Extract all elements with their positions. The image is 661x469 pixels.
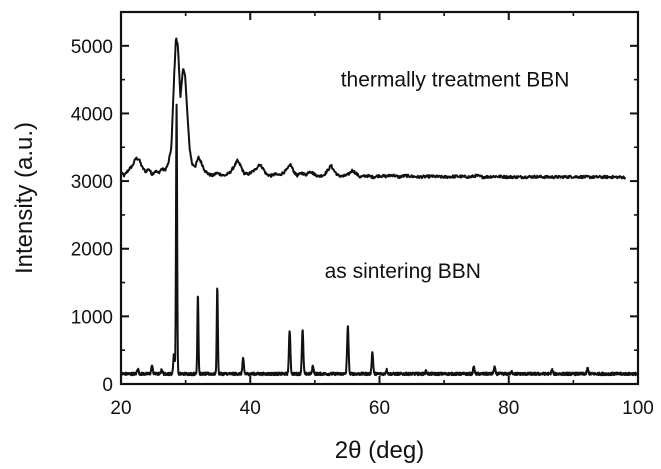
- y-tick-label: 5000: [71, 37, 113, 58]
- annotation-as-sintering: as sintering BBN: [325, 260, 481, 283]
- x-tick-label: 20: [110, 398, 131, 419]
- x-tick-label: 60: [369, 398, 390, 419]
- data-series: [120, 37, 639, 377]
- x-tick-label: 40: [240, 398, 261, 419]
- series-as-sintering-line: [120, 103, 639, 377]
- y-tick-label: 3000: [71, 172, 113, 193]
- y-tick-label: 0: [102, 375, 113, 396]
- x-axis-title: 2θ (deg): [335, 437, 424, 464]
- plot-frame: [119, 10, 640, 386]
- series-thermally-treatment-line: [120, 37, 627, 180]
- annotation-thermally-treatment: thermally treatment BBN: [341, 68, 570, 91]
- y-axis-title: Intensity (a.u.): [11, 122, 38, 274]
- x-tick-label: 100: [622, 398, 654, 419]
- y-tick-label: 1000: [71, 307, 113, 328]
- y-tick-label: 2000: [71, 240, 113, 261]
- y-tick-label: 4000: [71, 104, 113, 125]
- x-tick-label: 80: [498, 398, 519, 419]
